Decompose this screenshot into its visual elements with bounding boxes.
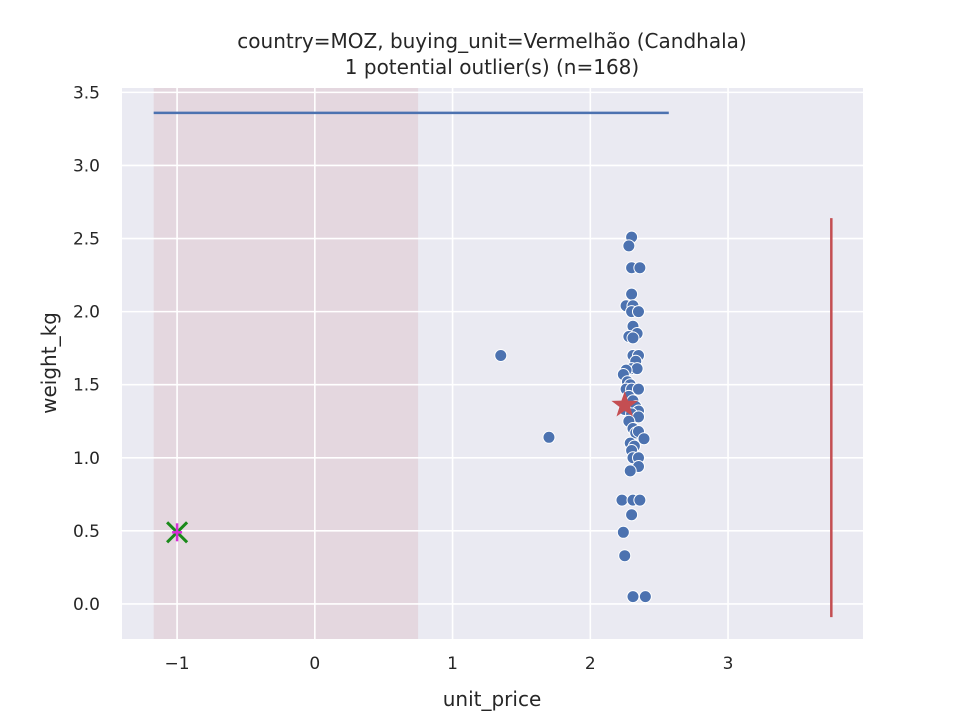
data-point — [626, 590, 640, 604]
data-point — [638, 590, 652, 604]
x-tick-label: 0 — [309, 654, 320, 674]
data-point — [631, 382, 645, 396]
data-point — [633, 261, 647, 275]
x-tick-label: −1 — [165, 654, 190, 674]
x-tick-label: 1 — [447, 654, 458, 674]
data-point — [618, 549, 632, 563]
y-tick-label: 0.5 — [73, 522, 100, 542]
scatter-points — [494, 230, 652, 604]
chart-title-line1: country=MOZ, buying_unit=Vermelhão (Cand… — [237, 29, 746, 53]
x-tick-label: 3 — [723, 654, 734, 674]
y-tick-label: 1.0 — [73, 449, 100, 469]
data-point — [631, 305, 645, 319]
y-tick-label: 2.5 — [73, 230, 100, 250]
data-point — [494, 348, 508, 362]
y-tick-label: 3.5 — [73, 83, 100, 103]
data-point — [630, 362, 644, 376]
data-point — [633, 493, 647, 507]
data-point — [637, 432, 651, 446]
outlier-star-marker — [611, 391, 639, 417]
y-tick-label: 3.0 — [73, 156, 100, 176]
data-point — [625, 508, 639, 522]
data-point — [622, 239, 636, 253]
y-tick-label: 2.0 — [73, 303, 100, 323]
y-tick-label: 0.0 — [73, 595, 100, 615]
x-axis-ticks: −1 0 1 2 3 — [165, 654, 734, 674]
grid — [122, 88, 863, 639]
chart-title-line2: 1 potential outlier(s) (n=168) — [345, 55, 639, 79]
data-point — [542, 430, 556, 444]
data-point — [616, 525, 630, 539]
data-point — [626, 331, 640, 345]
x-tick-label: 2 — [585, 654, 596, 674]
data-point — [623, 464, 637, 478]
y-axis-ticks: 0.0 0.5 1.0 1.5 2.0 2.5 3.0 3.5 — [73, 83, 100, 615]
y-axis-label: weight_kg — [37, 312, 61, 414]
data-point — [625, 287, 639, 301]
highlight-markers — [166, 391, 639, 544]
x-axis-label: unit_price — [443, 687, 542, 711]
shaded-region — [153, 88, 419, 639]
cross-marker — [166, 521, 189, 544]
y-tick-label: 1.5 — [73, 376, 100, 396]
data-point — [615, 493, 629, 507]
